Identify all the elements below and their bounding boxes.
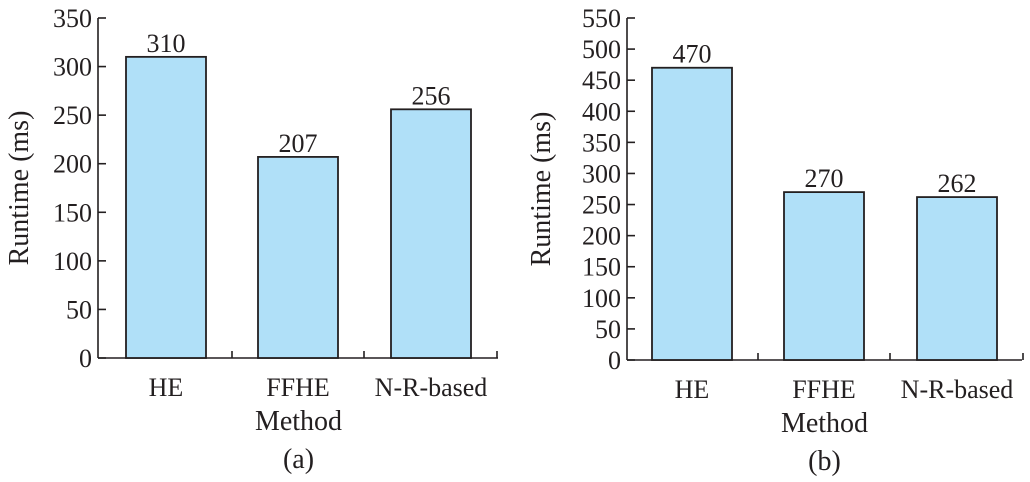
y-tick-label: 450 xyxy=(582,66,621,95)
y-tick-label: 50 xyxy=(66,295,92,324)
x-axis-title: Method xyxy=(255,406,342,437)
x-category-label: N-R-based xyxy=(901,375,1014,404)
y-tick-label: 0 xyxy=(608,346,621,375)
y-tick-label: 150 xyxy=(582,253,621,282)
y-tick-label: 350 xyxy=(53,4,92,33)
chart-panel-a: 0 50 100 150 200 250 300 350 310 HE 207 FFHE 256 N-R-… xyxy=(4,4,498,475)
x-axis-title: Method xyxy=(781,408,868,439)
y-tick-label: 200 xyxy=(53,150,92,179)
x-category-label: FFHE xyxy=(266,373,330,402)
bar xyxy=(257,156,339,359)
x-category-label: FFHE xyxy=(792,375,856,404)
bar xyxy=(651,66,733,361)
bar-data-label: 262 xyxy=(938,169,977,198)
panel-label: (b) xyxy=(808,446,841,477)
panel-label: (a) xyxy=(283,444,314,475)
y-tick-label: 550 xyxy=(582,4,621,33)
y-axis-title: Runtime (ms) xyxy=(4,111,35,266)
y-tick-label: 100 xyxy=(582,284,621,313)
bar-data-label: 310 xyxy=(147,29,186,58)
x-category-label: HE xyxy=(675,375,710,404)
bar xyxy=(125,55,207,359)
bar xyxy=(916,196,998,361)
bar xyxy=(783,191,865,361)
y-tick-label: 150 xyxy=(53,198,92,227)
x-category-label: HE xyxy=(149,373,184,402)
y-tick-label: 300 xyxy=(53,53,92,82)
x-category-label: N-R-based xyxy=(375,373,488,402)
y-tick-label: 0 xyxy=(79,344,92,373)
bar-data-label: 470 xyxy=(673,40,712,69)
bar-data-label: 270 xyxy=(805,164,844,193)
y-tick-label: 50 xyxy=(595,315,621,344)
y-tick-label: 350 xyxy=(582,128,621,157)
y-tick-label: 100 xyxy=(53,247,92,276)
bar-data-label: 256 xyxy=(412,81,451,110)
bar-data-label: 207 xyxy=(279,129,318,158)
y-tick-label: 300 xyxy=(582,159,621,188)
y-tick-label: 400 xyxy=(582,97,621,126)
y-tick-label: 500 xyxy=(582,35,621,64)
y-tick-label: 200 xyxy=(582,222,621,251)
y-axis-title: Runtime (ms) xyxy=(526,112,557,267)
y-tick-label: 250 xyxy=(582,191,621,220)
y-tick-label: 250 xyxy=(53,101,92,130)
bar xyxy=(390,108,472,359)
